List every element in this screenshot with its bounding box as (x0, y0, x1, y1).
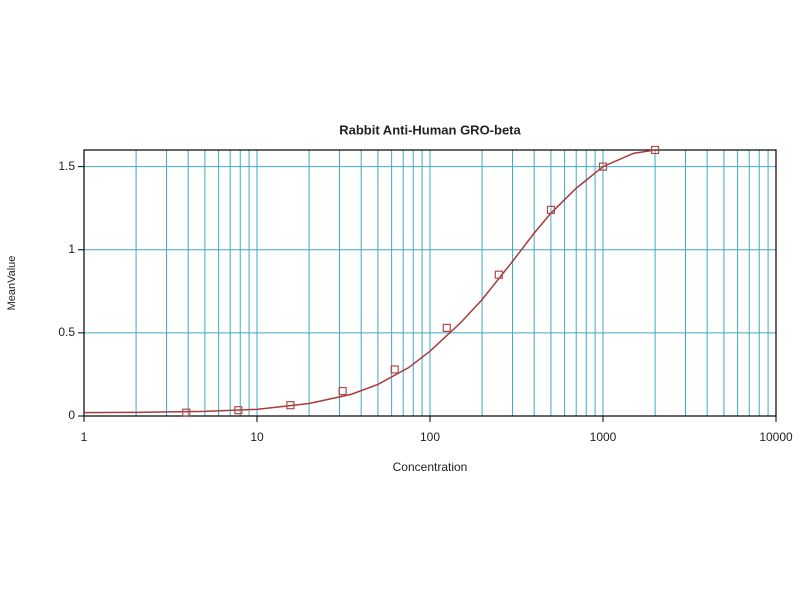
y-tick-label: 1 (68, 242, 75, 256)
y-axis-label: MeanValue (6, 256, 18, 311)
x-tick-label: 1 (81, 430, 88, 444)
x-tick-label: 100 (420, 430, 440, 444)
x-tick-label: 1000 (590, 430, 617, 444)
data-point (390, 365, 399, 374)
data-point (182, 408, 191, 417)
x-axis-label: Concentration (393, 460, 468, 474)
data-point (598, 162, 608, 171)
data-point (546, 205, 556, 214)
data-point (442, 323, 451, 332)
data-point (494, 270, 503, 279)
x-tick-label: 10 (250, 430, 264, 444)
data-point (650, 145, 660, 155)
x-tick-label: 10000 (759, 430, 793, 444)
plot-frame (83, 149, 777, 417)
y-tick-label: 1.5 (58, 159, 75, 173)
data-point (338, 386, 347, 396)
y-tick-label: 0 (68, 408, 75, 422)
fit-curve (83, 149, 656, 414)
data-point (234, 406, 243, 415)
chart-title: Rabbit Anti-Human GRO-beta (339, 122, 521, 137)
y-tick-label: 0.5 (58, 325, 75, 339)
data-point (286, 401, 295, 410)
